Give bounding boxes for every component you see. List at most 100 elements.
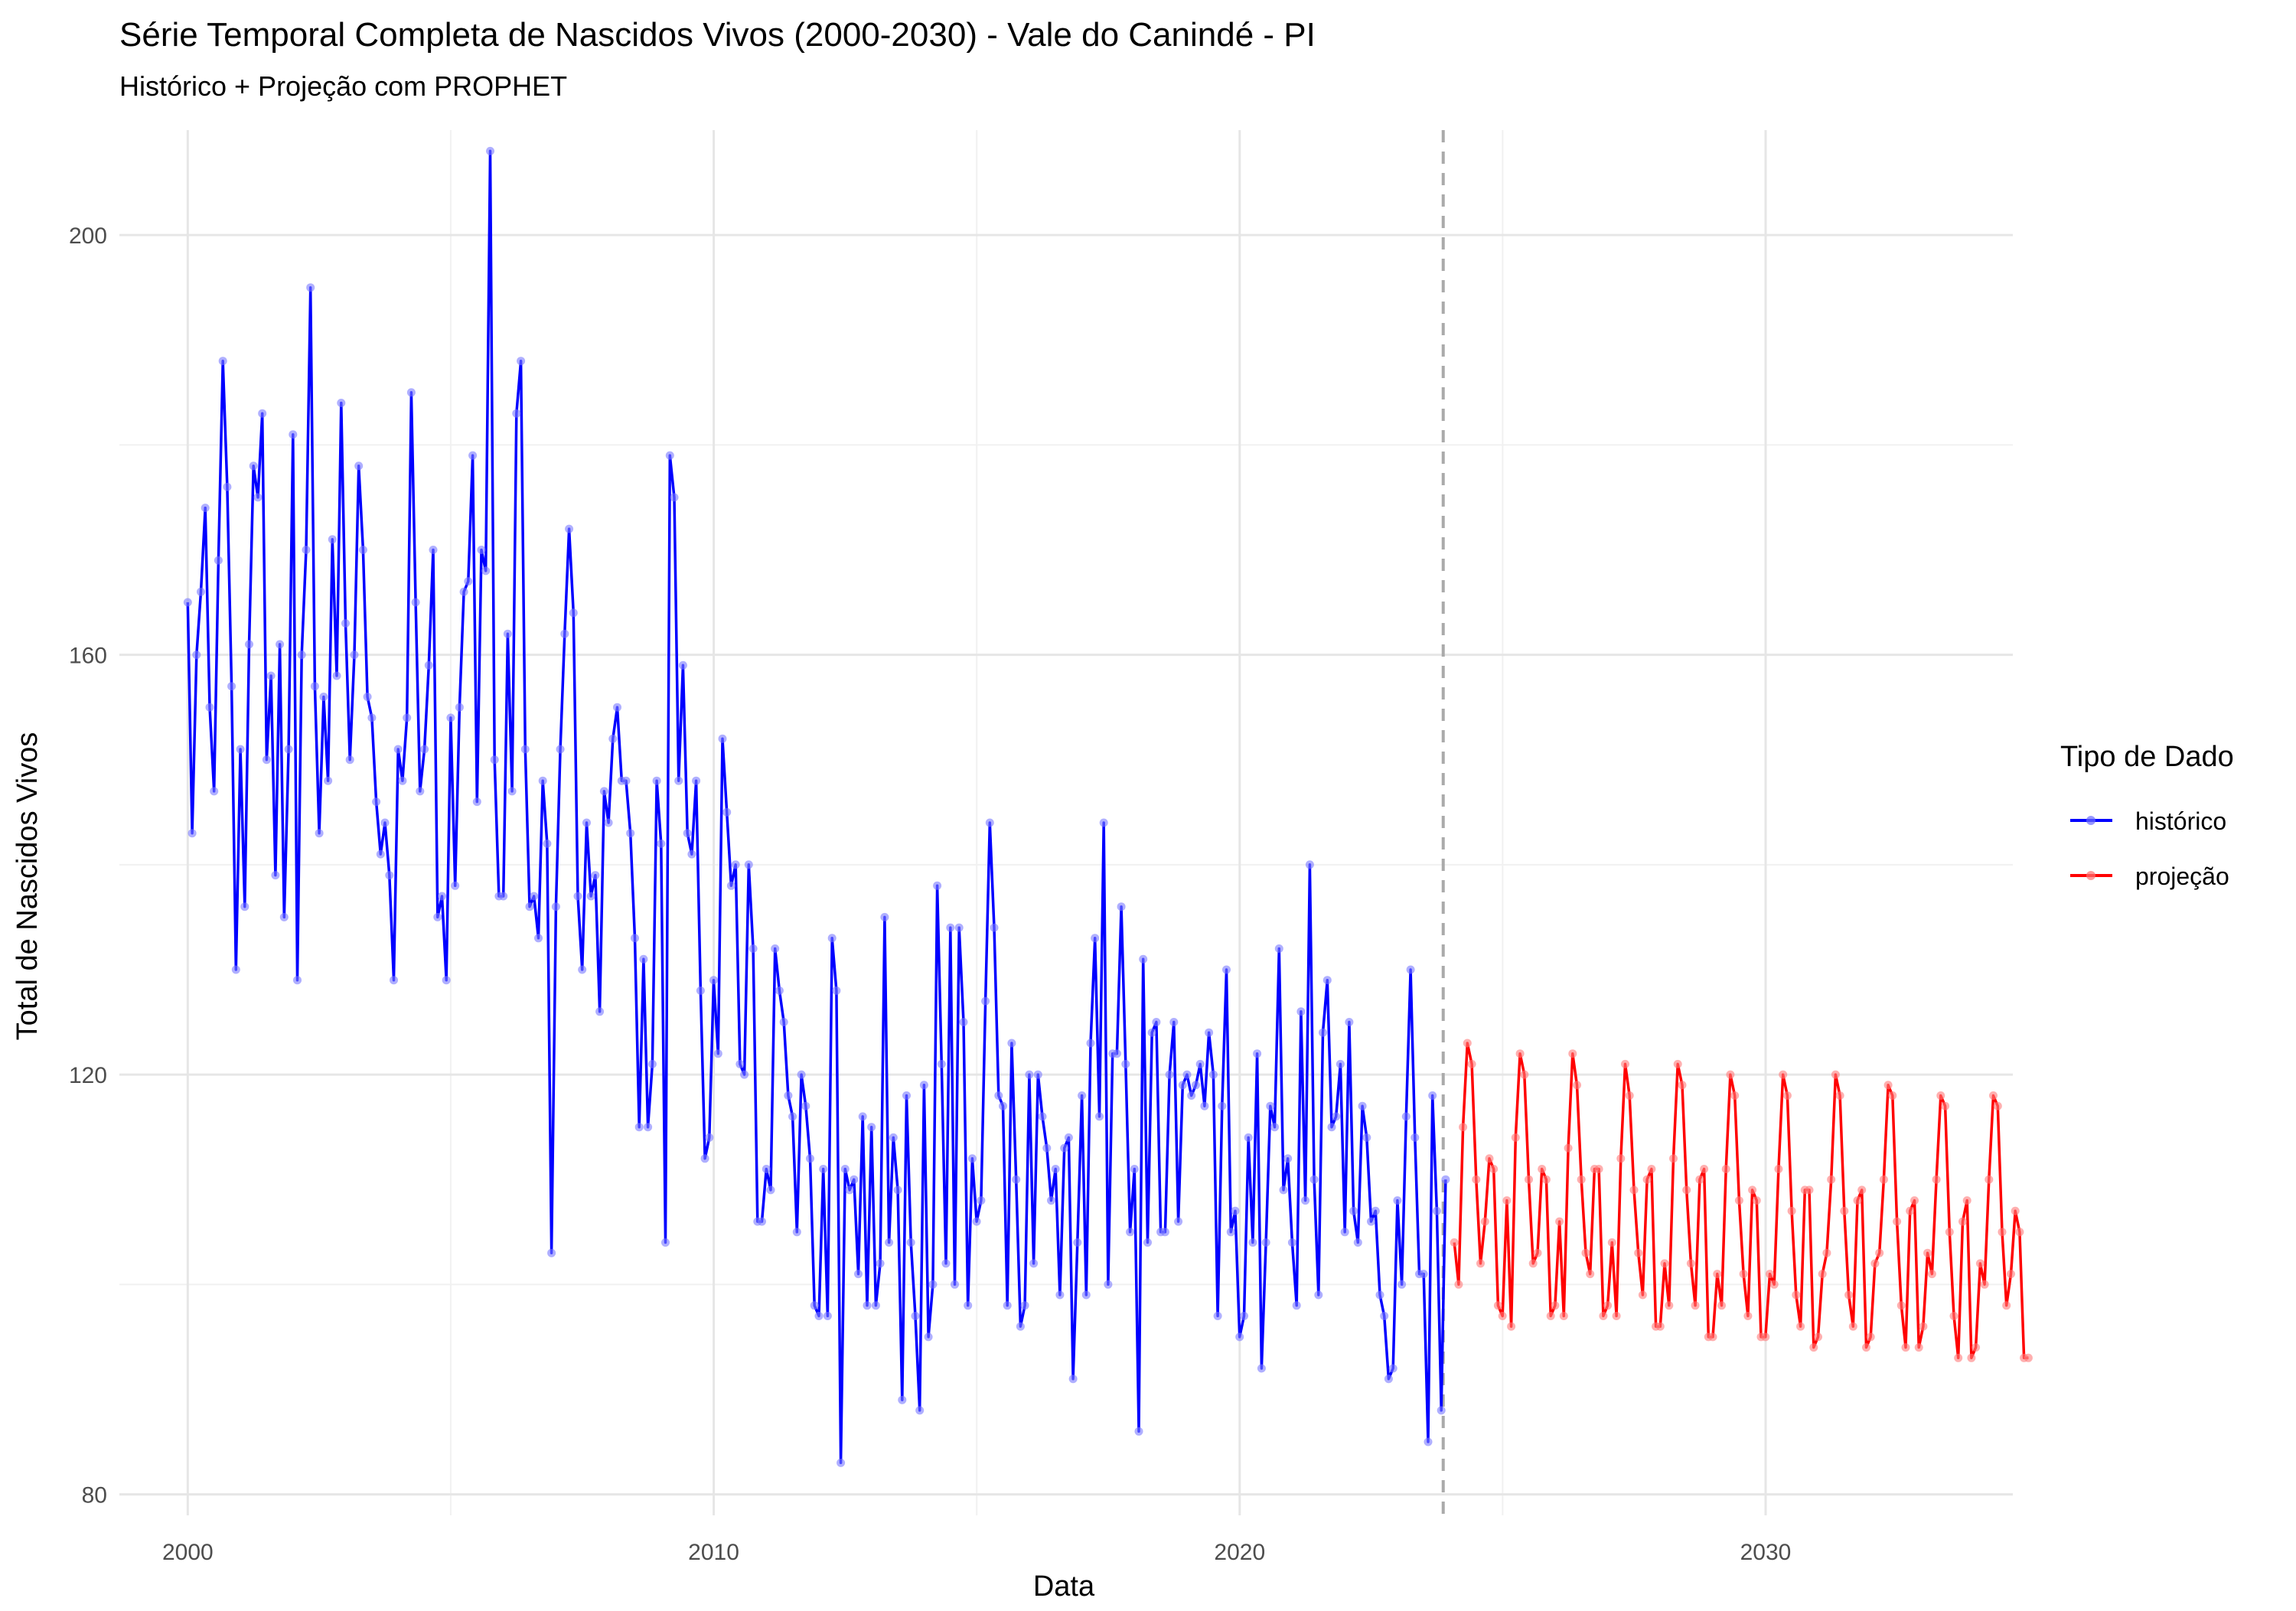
data-point-historico-141 (801, 1101, 810, 1110)
data-point-historico-284 (1428, 1091, 1437, 1100)
data-point-projecao-48 (1660, 1259, 1669, 1268)
data-point-historico-166 (911, 1312, 920, 1320)
data-point-historico-199 (1055, 1290, 1065, 1300)
data-point-historico-81 (538, 776, 547, 785)
data-point-projecao-12 (1502, 1196, 1512, 1205)
data-point-projecao-112 (1941, 1101, 1950, 1110)
data-point-historico-144 (814, 1312, 823, 1320)
data-point-projecao-5 (1472, 1175, 1481, 1184)
data-point-historico-22 (279, 912, 289, 921)
data-point-projecao-21 (1541, 1175, 1551, 1184)
data-point-historico-136 (779, 1018, 788, 1026)
data-point-historico-188 (1007, 1039, 1016, 1048)
data-point-historico-183 (985, 818, 994, 827)
data-point-historico-186 (999, 1101, 1007, 1110)
data-point-historico-255 (1301, 1196, 1310, 1205)
data-point-historico-44 (376, 850, 385, 859)
data-point-projecao-65 (1734, 1196, 1743, 1205)
data-point-projecao-123 (1989, 1091, 1998, 1100)
y-tick-label-80: 80 (82, 1483, 107, 1508)
data-point-projecao-6 (1476, 1259, 1485, 1268)
data-point-historico-169 (924, 1332, 933, 1342)
data-point-historico-200 (1060, 1143, 1069, 1153)
data-point-historico-202 (1068, 1375, 1078, 1384)
data-point-historico-260 (1322, 976, 1332, 985)
data-point-historico-122 (718, 734, 727, 743)
data-point-projecao-29 (1577, 1175, 1586, 1184)
data-point-historico-117 (696, 986, 705, 995)
data-point-historico-178 (964, 1301, 973, 1310)
data-point-historico-113 (678, 660, 687, 670)
data-point-historico-67 (477, 546, 486, 554)
data-point-projecao-69 (1752, 1196, 1761, 1205)
data-point-projecao-82 (1809, 1343, 1818, 1352)
data-point-historico-56 (429, 546, 438, 554)
data-point-historico-276 (1393, 1196, 1402, 1205)
data-point-projecao-86 (1827, 1175, 1836, 1184)
data-point-projecao-81 (1805, 1185, 1814, 1195)
data-point-projecao-38 (1616, 1154, 1626, 1163)
data-point-historico-124 (726, 881, 735, 890)
data-point-projecao-119 (1971, 1343, 1981, 1352)
data-point-projecao-44 (1642, 1175, 1652, 1184)
data-point-historico-150 (840, 1165, 850, 1173)
data-point-historico-3 (197, 587, 205, 596)
data-point-projecao-47 (1655, 1322, 1665, 1331)
data-point-historico-133 (766, 1185, 775, 1195)
data-point-historico-161 (889, 1133, 898, 1142)
data-point-projecao-109 (1927, 1270, 1936, 1279)
data-point-historico-160 (885, 1238, 894, 1247)
data-point-historico-61 (451, 881, 460, 890)
data-point-historico-252 (1287, 1238, 1296, 1247)
data-point-projecao-113 (1945, 1228, 1954, 1237)
data-point-historico-24 (289, 430, 298, 439)
data-point-historico-273 (1380, 1312, 1389, 1320)
data-point-projecao-110 (1932, 1175, 1941, 1184)
data-point-historico-193 (1029, 1259, 1039, 1268)
data-point-historico-270 (1367, 1217, 1375, 1226)
data-point-historico-155 (863, 1301, 872, 1310)
data-point-historico-75 (512, 409, 521, 418)
data-point-historico-226 (1174, 1217, 1183, 1226)
data-point-historico-74 (507, 787, 517, 796)
data-point-historico-8 (218, 357, 227, 366)
legend-item-projecao: projeção (2070, 863, 2229, 890)
x-tick-label-2020: 2020 (1214, 1540, 1265, 1565)
data-point-historico-135 (775, 986, 784, 995)
data-point-historico-212 (1112, 1049, 1121, 1058)
data-point-historico-219 (1143, 1238, 1152, 1247)
data-point-historico-32 (324, 776, 333, 785)
data-point-historico-101 (626, 829, 635, 838)
data-point-projecao-56 (1695, 1175, 1704, 1184)
data-point-historico-63 (459, 587, 468, 596)
data-point-projecao-4 (1467, 1059, 1476, 1068)
data-point-projecao-54 (1686, 1259, 1695, 1268)
data-point-historico-143 (810, 1301, 819, 1310)
data-point-historico-285 (1432, 1206, 1441, 1215)
data-point-projecao-106 (1914, 1343, 1923, 1352)
data-point-historico-79 (530, 892, 539, 901)
x-tick-label-2030: 2030 (1740, 1540, 1792, 1565)
data-point-historico-264 (1340, 1228, 1349, 1237)
data-point-projecao-117 (1962, 1196, 1971, 1205)
data-point-projecao-64 (1730, 1091, 1740, 1100)
data-point-historico-106 (647, 1059, 657, 1068)
data-point-projecao-75 (1779, 1070, 1788, 1079)
data-point-projecao-62 (1721, 1165, 1730, 1173)
data-point-historico-148 (832, 986, 841, 995)
data-point-projecao-0 (1450, 1238, 1459, 1247)
data-point-projecao-52 (1678, 1081, 1687, 1090)
data-point-historico-172 (937, 1059, 946, 1068)
data-point-projecao-97 (1875, 1248, 1884, 1257)
data-point-projecao-27 (1568, 1049, 1577, 1058)
data-point-historico-132 (762, 1165, 771, 1173)
data-point-historico-13 (240, 902, 249, 911)
data-point-historico-41 (363, 693, 372, 701)
data-point-projecao-26 (1564, 1143, 1573, 1153)
data-point-historico-34 (332, 671, 341, 680)
data-point-projecao-102 (1896, 1301, 1906, 1310)
y-tick-label-120: 120 (69, 1063, 107, 1088)
data-point-historico-15 (249, 461, 258, 471)
data-point-historico-7 (214, 556, 223, 565)
data-point-historico-54 (420, 745, 429, 754)
